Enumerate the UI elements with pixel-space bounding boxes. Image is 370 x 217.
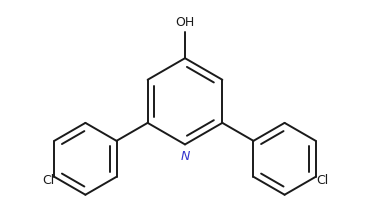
Text: OH: OH (175, 16, 195, 29)
Text: Cl: Cl (316, 174, 328, 187)
Text: N: N (180, 150, 190, 163)
Text: Cl: Cl (42, 174, 54, 187)
